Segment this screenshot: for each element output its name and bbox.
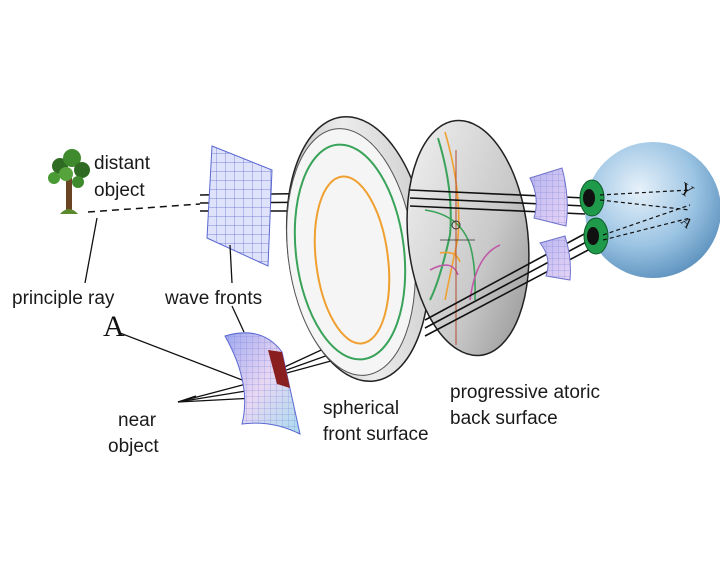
wave-fronts-leader-2 [231, 305, 245, 333]
distant-object-label-1: distant [94, 153, 150, 174]
near-object-label-2: object [108, 436, 159, 457]
near-object-label-1: near [118, 410, 157, 431]
principle-ray-leader [84, 217, 98, 284]
progressive-back-label-2: back surface [450, 408, 558, 429]
wave-fronts-leader [229, 244, 233, 284]
eye-side-wave-fronts [529, 167, 571, 281]
principle-ray-dashed [87, 203, 201, 213]
eye-icon: Y A [579, 142, 720, 278]
distant-object-label-2: object [94, 180, 145, 201]
near-object-leader [177, 395, 197, 403]
wave-fronts-label: wave fronts [165, 288, 263, 309]
spherical-front-label-1: spherical [323, 398, 400, 419]
distant-wave-front [206, 145, 273, 267]
near-letter-A: A [103, 310, 125, 343]
progressive-back-label-1: progressive atoric [450, 382, 600, 403]
principle-ray-label: principle ray [12, 288, 115, 309]
spherical-front-label-2: front surface [323, 424, 429, 445]
near-wave-front [224, 332, 301, 435]
tree-icon [48, 149, 90, 214]
spherical-front-surface [285, 115, 431, 383]
